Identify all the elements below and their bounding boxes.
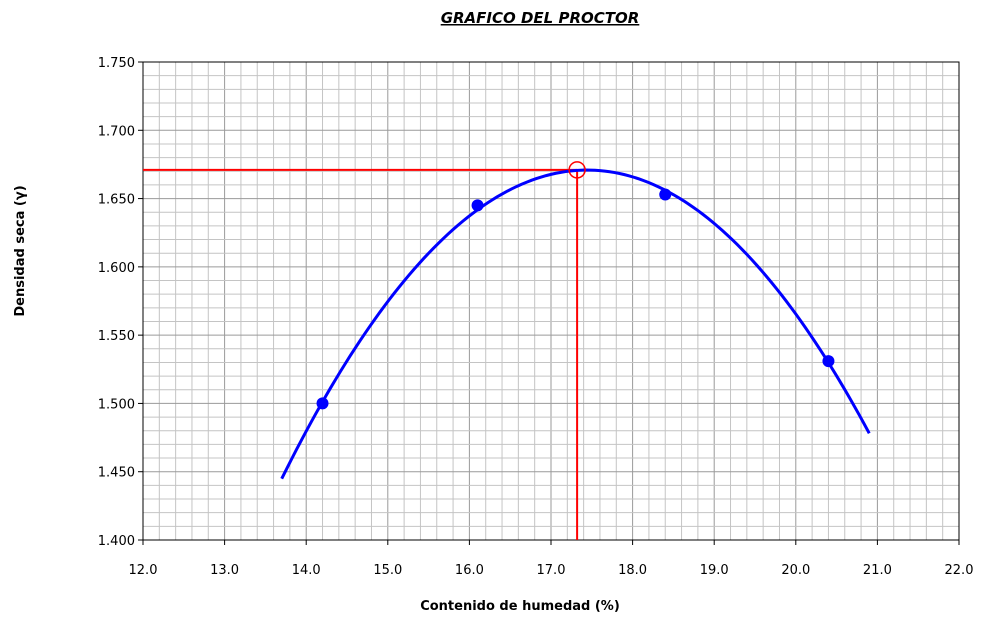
data-point — [659, 188, 672, 201]
x-tick-label: 13.0 — [210, 563, 239, 578]
y-tick-label: 1.750 — [98, 56, 135, 71]
optimum-guides — [143, 168, 579, 540]
y-tick-label: 1.400 — [98, 534, 135, 549]
x-tick-label: 19.0 — [700, 563, 729, 578]
y-tick-label: 1.500 — [98, 397, 135, 412]
x-tick-label: 12.0 — [129, 563, 158, 578]
data-point — [471, 199, 484, 212]
x-tick-label: 18.0 — [618, 563, 647, 578]
x-tick-label: 21.0 — [863, 563, 892, 578]
y-axis-label: Densidad seca (γ) — [13, 185, 28, 316]
x-tick-label: 22.0 — [945, 563, 974, 578]
grid — [143, 62, 959, 540]
x-tick-label: 17.0 — [537, 563, 566, 578]
optimum-marker — [568, 161, 586, 179]
y-tick-label: 1.600 — [98, 261, 135, 276]
y-tick-label: 1.650 — [98, 193, 135, 208]
x-axis-label: Contenido de humedad (%) — [420, 599, 620, 614]
fit-curve — [280, 168, 871, 480]
x-tick-labels: 12.0 13.0 14.0 15.0 16.0 17.0 18.0 19.0 20.0 21.0… — [129, 540, 974, 578]
data-point — [822, 355, 835, 368]
y-tick-label: 1.550 — [98, 329, 135, 344]
x-tick-label: 15.0 — [373, 563, 402, 578]
chart-title: GRAFICO DEL PROCTOR — [441, 9, 640, 27]
data-point — [316, 397, 329, 410]
x-tick-label: 16.0 — [455, 563, 484, 578]
y-tick-labels: 1.400 1.450 1.500 1.550 1.600 1.650 1.700 1.750 — [98, 56, 143, 549]
data-points — [316, 188, 835, 410]
x-tick-label: 20.0 — [781, 563, 810, 578]
x-tick-label: 14.0 — [292, 563, 321, 578]
y-tick-label: 1.450 — [98, 466, 135, 481]
y-tick-label: 1.700 — [98, 124, 135, 139]
